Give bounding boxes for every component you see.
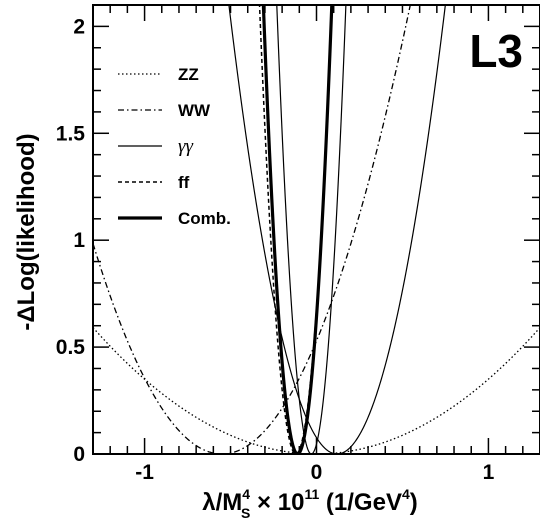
y-tick-label: 1.5 [56,122,86,145]
y-tick-label: 2 [73,15,85,38]
x-tick-label: 0 [311,461,323,484]
x-axis-title-exp: 11 [304,486,319,502]
curve-ww [93,5,411,454]
legend-label: ff [178,173,190,192]
y-tick-label: 1 [73,229,85,252]
curve-gg [228,5,446,454]
x-axis-title-sub: S [241,505,250,521]
x-axis-title-unit-suffix: ) [410,489,418,516]
y-tick-label: 0 [73,443,85,466]
x-tick-label: -1 [135,461,154,484]
curve-zz [93,327,540,454]
legend-label: γγ [178,136,193,157]
legend: ZZ WW γγ ff Comb. [118,65,231,228]
x-axis-title-prefix: λ/M [202,489,242,516]
curve-comb [261,5,334,454]
ticks-group [92,4,540,455]
x-axis-title: λ/M4 S × 1011 (1/GeV4) [202,486,418,521]
experiment-label: L3 [469,25,523,77]
legend-label: ZZ [178,65,199,84]
y-tick-label: 0.5 [56,336,86,359]
x-tick-label: 1 [483,461,495,484]
legend-label: WW [178,101,211,120]
x-axis-title-sup: 4 [242,486,250,502]
tick-labels-group: -1 0 1 0 0.5 1 1.5 2 [56,15,495,484]
legend-label: Comb. [178,209,231,228]
x-axis-title-unit-exp: 4 [402,486,410,502]
y-axis-title: -ΔLog(likelihood) [13,133,40,330]
x-axis-title-times: × 10 [250,489,304,516]
x-axis-title-unit-prefix: (1/GeV [319,489,402,516]
